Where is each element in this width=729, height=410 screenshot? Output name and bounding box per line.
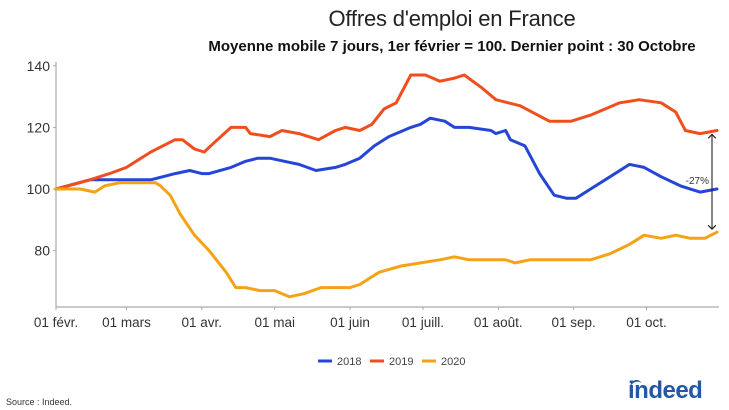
legend-label-2020: 2020 bbox=[441, 356, 465, 368]
chart-title: Offres d'emploi en France bbox=[328, 6, 576, 31]
series-line-2020 bbox=[54, 181, 719, 299]
x-tick-label: 01 avr. bbox=[182, 315, 223, 330]
series-line-2018 bbox=[54, 116, 719, 200]
axes: 80 100 120 140 01 févr. 01 mars 01 avr. 01 mai 0… bbox=[27, 58, 719, 330]
y-tick-label: 140 bbox=[27, 58, 51, 74]
x-tick-label: 01 mai bbox=[254, 315, 295, 330]
y-tick-label: 80 bbox=[34, 243, 50, 259]
source-note: Source : Indeed. bbox=[6, 397, 73, 407]
annotation-layer: -27% bbox=[686, 134, 712, 229]
x-tick-label: 01 sep. bbox=[551, 315, 595, 330]
x-tick-label: 01 août. bbox=[474, 315, 523, 330]
y-tick-label: 120 bbox=[27, 119, 51, 135]
legend: 2018 2019 2020 bbox=[318, 356, 465, 368]
logo-text: indeed bbox=[628, 377, 703, 404]
series-layer bbox=[54, 73, 719, 299]
x-tick-label: 01 juin bbox=[330, 315, 370, 330]
annotation-label: -27% bbox=[686, 176, 709, 187]
indeed-logo: indeed bbox=[628, 377, 703, 405]
x-tick-label: 01 févr. bbox=[34, 315, 78, 330]
series-line-2019 bbox=[54, 73, 719, 191]
x-tick-label: 01 juill. bbox=[402, 315, 444, 330]
y-tick-label: 100 bbox=[27, 181, 51, 197]
x-tick-label: 01 mars bbox=[102, 315, 151, 330]
legend-label-2019: 2019 bbox=[389, 356, 413, 368]
legend-label-2018: 2018 bbox=[337, 356, 361, 368]
chart-subtitle: Moyenne mobile 7 jours, 1er février = 10… bbox=[208, 38, 696, 55]
x-tick-label: 01 oct. bbox=[626, 315, 667, 330]
